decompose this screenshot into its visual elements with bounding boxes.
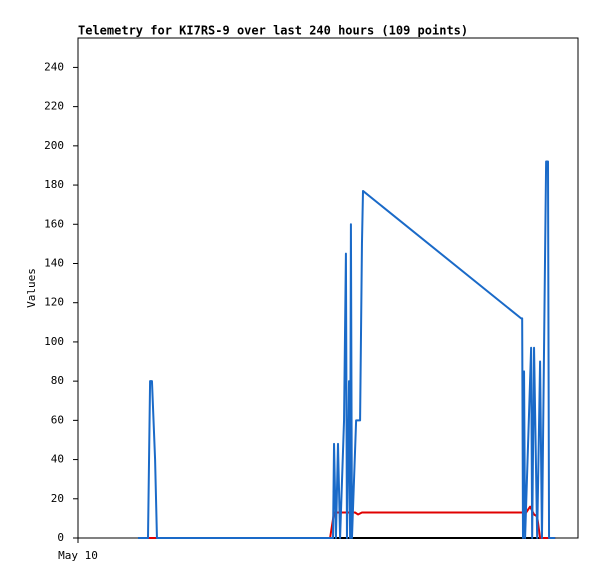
y-tick-label: 80 (51, 374, 64, 387)
y-tick-label: 100 (44, 335, 64, 348)
y-tick-label: 0 (57, 531, 64, 544)
y-tick-label: 180 (44, 178, 64, 191)
y-axis-label: Values (25, 268, 38, 308)
y-tick-label: 240 (44, 60, 64, 73)
chart-title: Telemetry for KI7RS-9 over last 240 hour… (78, 24, 468, 38)
y-tick-label: 60 (51, 413, 64, 426)
y-tick-label: 160 (44, 217, 64, 230)
plot-frame (77, 37, 579, 539)
y-tick-label: 200 (44, 139, 64, 152)
series-line (138, 160, 556, 539)
x-tick-label: May 10 (58, 549, 98, 562)
y-tick-label: 20 (51, 492, 64, 505)
y-tick-label: 140 (44, 256, 64, 269)
y-tick-label: 120 (44, 296, 64, 309)
y-tick-label: 40 (51, 453, 64, 466)
y-tick-label: 220 (44, 100, 64, 113)
